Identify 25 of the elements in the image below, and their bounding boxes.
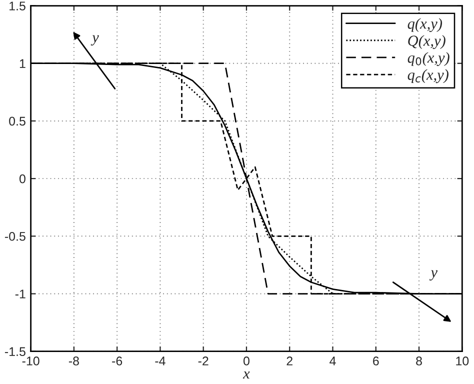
- x-tick-label: 2: [286, 356, 292, 366]
- annotation: y: [429, 270, 438, 281]
- annotation: y: [90, 35, 99, 46]
- y-tick-label: -1: [15, 290, 26, 298]
- legend-label: q(x,y): [408, 18, 442, 32]
- y-tick-label: 1.5: [10, 2, 26, 10]
- x-tick-label: -10: [22, 356, 40, 366]
- y-tick-label: 0: [19, 174, 26, 184]
- x-tick-label: 8: [416, 356, 422, 366]
- legend-label: Q(x,y): [408, 35, 446, 50]
- y-tick-label: -1.5: [4, 347, 26, 356]
- y-tick-label: 1: [20, 59, 26, 68]
- legend-label: q$_{0}$(x,y): [408, 52, 450, 66]
- x-tick-label: 0: [243, 356, 250, 366]
- x-axis-title: x: [242, 371, 250, 378]
- x-tick-label: 4: [330, 356, 336, 366]
- y-tick-label: -0.5: [4, 232, 26, 241]
- x-tick-label: -2: [198, 356, 208, 366]
- y-tick-label: 0.5: [9, 116, 26, 126]
- x-tick-label: 10: [456, 356, 469, 366]
- x-tick-label: 6: [373, 356, 379, 366]
- x-tick-label: -6: [112, 356, 122, 366]
- x-tick-label: -8: [68, 356, 79, 366]
- x-tick-label: -4: [155, 356, 166, 366]
- legend-label: q$_{c}$(x,y): [408, 69, 448, 84]
